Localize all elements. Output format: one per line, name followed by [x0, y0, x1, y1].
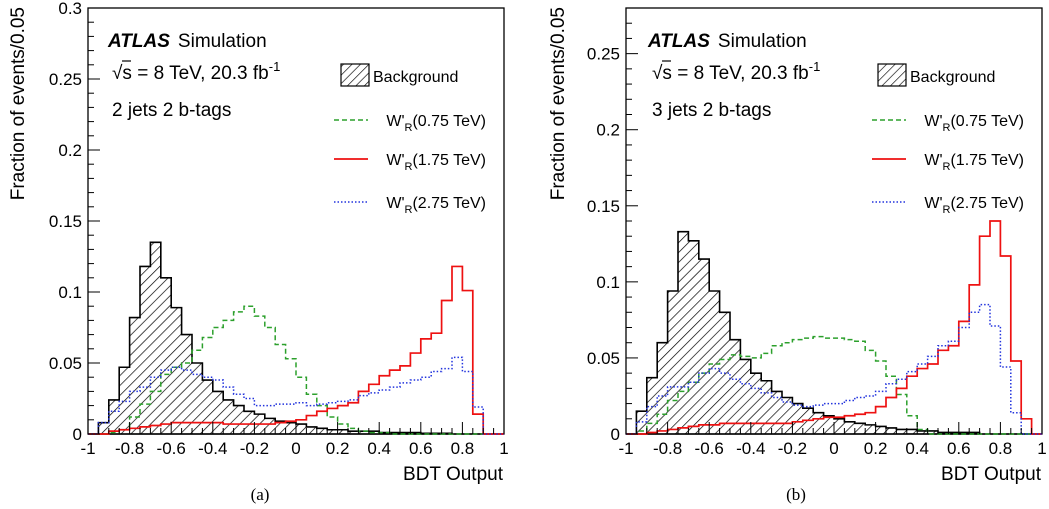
legend: Background W'R(0.75 TeV) W'R(1.75 TeV) W… [872, 63, 1024, 216]
energy-label: √s = 8 TeV, 20.3 fb-1 [112, 59, 280, 84]
y-tick-label: 0.05 [49, 354, 82, 373]
histogram-w275 [88, 356, 504, 435]
x-tick-label: 0.8 [989, 439, 1013, 458]
x-tick-label: 0.8 [451, 439, 475, 458]
panel-a: Fraction of events/0.05 -1 -0.8 -0.6 -0.4 -0… [8, 0, 509, 504]
legend-label-background: Background [910, 69, 995, 86]
y-tick-label: 0 [611, 425, 620, 444]
x-tick-label: 1 [1037, 439, 1046, 458]
x-tick-label: 0.6 [409, 439, 433, 458]
x-tick-label: -0.6 [695, 439, 724, 458]
atlas-label: ATLAS Simulation [647, 31, 807, 52]
histogram-marks [88, 241, 504, 435]
legend-label-w075: W'R(0.75 TeV) [386, 113, 486, 134]
y-tick-label: 0.2 [58, 141, 82, 160]
histogram-background [626, 230, 1042, 435]
y-axis-title: Fraction of events/0.05 [548, 7, 569, 200]
y-tick-label: 0.1 [596, 273, 620, 292]
histogram-w175 [626, 220, 1042, 435]
y-tick-label: 0.15 [49, 212, 82, 231]
panel-caption: (b) [786, 485, 806, 504]
x-tick-label: 0.4 [905, 439, 929, 458]
histogram-w175 [88, 265, 504, 435]
atlas-label: ATLAS Simulation [107, 31, 267, 52]
x-tick-label: -0.4 [198, 439, 227, 458]
x-tick-label: -0.8 [653, 439, 682, 458]
x-tick-label: -0.2 [240, 439, 269, 458]
x-tick-label: 0.4 [367, 439, 391, 458]
x-tick-label: -0.8 [115, 439, 144, 458]
y-tick-label: 0.05 [587, 349, 620, 368]
x-axis-title: BDT Output [941, 464, 1042, 485]
x-tick-label: -1 [618, 439, 633, 458]
histogram-w275 [626, 303, 1042, 435]
legend-label-background: Background [373, 69, 458, 86]
y-tick-label: 0.2 [596, 121, 620, 140]
x-tick-label: 0.2 [864, 439, 888, 458]
legend-swatch-background [877, 63, 907, 87]
x-tick-label: 0 [291, 439, 300, 458]
category-label: 3 jets 2 b-tags [652, 100, 771, 121]
legend-swatch-background [340, 63, 370, 87]
axis-ticks: -1 -0.8 -0.6 -0.4 -0.2 0 0.2 0.4 0.6 0.8 1 0 0.05 0.1… [49, 0, 509, 458]
histogram-marks [626, 220, 1042, 435]
x-axis-title: BDT Output [403, 464, 504, 485]
x-tick-label: 0.2 [326, 439, 350, 458]
y-tick-label: 0.3 [58, 0, 82, 18]
x-tick-label: -1 [80, 439, 95, 458]
category-label: 2 jets 2 b-tags [112, 100, 231, 121]
legend-label-w175: W'R(1.75 TeV) [924, 152, 1024, 173]
panel-caption: (a) [251, 485, 270, 504]
panel-b: Fraction of events/0.05 -1 -0.8 -0.6 -0.4 -0… [548, 7, 1047, 504]
legend-label-w175: W'R(1.75 TeV) [386, 152, 486, 173]
legend-label-w075: W'R(0.75 TeV) [924, 113, 1024, 134]
y-tick-label: 0 [73, 425, 82, 444]
legend: Background W'R(0.75 TeV) W'R(1.75 TeV) W… [334, 63, 486, 216]
axis-ticks: -1 -0.8 -0.6 -0.4 -0.2 0 0.2 0.4 0.6 0.8 1 0 0.05 0.1… [587, 7, 1047, 458]
x-tick-label: 0 [829, 439, 838, 458]
x-tick-label: -0.6 [157, 439, 186, 458]
energy-label: √s = 8 TeV, 20.3 fb-1 [652, 59, 820, 84]
legend-label-w275: W'R(2.75 TeV) [924, 195, 1024, 216]
y-tick-label: 0.1 [58, 283, 82, 302]
y-tick-label: 0.25 [587, 45, 620, 64]
x-tick-label: -0.2 [778, 439, 807, 458]
y-tick-label: 0.25 [49, 70, 82, 89]
x-tick-label: -0.4 [736, 439, 765, 458]
y-tick-label: 0.15 [587, 197, 620, 216]
x-tick-label: 0.6 [947, 439, 971, 458]
legend-label-w275: W'R(2.75 TeV) [386, 195, 486, 216]
histogram-background [88, 241, 504, 435]
y-axis-title: Fraction of events/0.05 [8, 7, 29, 200]
x-tick-label: 1 [499, 439, 508, 458]
